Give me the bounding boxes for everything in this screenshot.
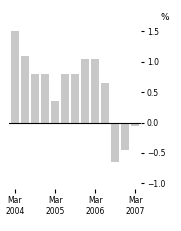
Bar xyxy=(91,59,99,123)
Bar xyxy=(11,31,19,123)
Bar xyxy=(41,74,49,123)
Bar xyxy=(71,74,79,123)
Bar xyxy=(51,101,59,123)
Bar xyxy=(121,123,129,150)
Bar xyxy=(111,123,119,162)
Bar xyxy=(81,59,89,123)
Y-axis label: %: % xyxy=(161,13,169,22)
Bar xyxy=(101,83,109,123)
Bar xyxy=(21,56,29,123)
Bar xyxy=(31,74,39,123)
Bar xyxy=(61,74,69,123)
Bar xyxy=(131,123,139,126)
